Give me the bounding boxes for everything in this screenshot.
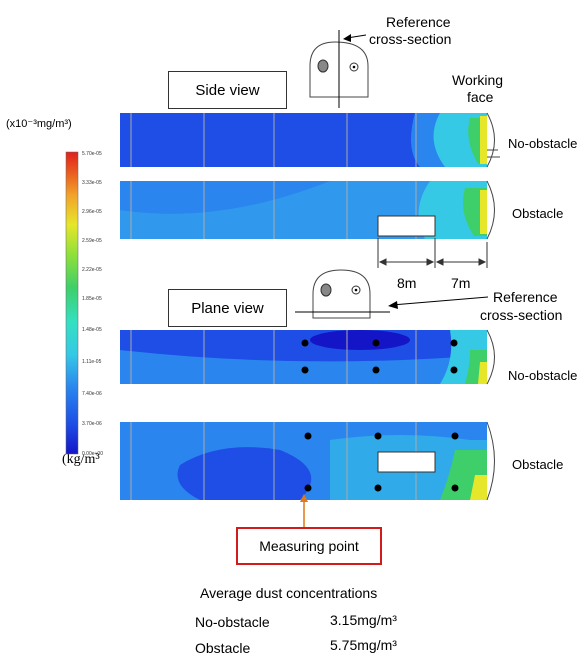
unit-top-label: (x10⁻³mg/m³) — [6, 118, 72, 130]
reference-mid-line2: cross-section — [480, 307, 563, 323]
legend-tick: 1.48e-05 — [82, 327, 102, 333]
reference-cross-section-top — [309, 30, 369, 108]
dimension-lines — [377, 238, 488, 268]
legend-tick: 3.70e-06 — [82, 421, 102, 427]
legend-tick: 2.22e-05 — [82, 267, 102, 273]
reference-mid-line1: Reference — [493, 289, 558, 305]
working-face-line2: face — [467, 89, 494, 105]
legend-tick: 2.96e-05 — [82, 209, 102, 215]
side-view-label: Side view — [168, 71, 287, 109]
avg-row-label: Obstacle — [195, 640, 251, 656]
plane-view-no-obstacle-panel — [120, 329, 495, 385]
reference-cross-section-mid — [295, 269, 489, 319]
legend-tick: 5.70e-05 — [82, 151, 102, 157]
plane-view-obstacle-panel — [120, 421, 495, 501]
color-legend-bar — [65, 151, 79, 455]
legend-tick: 1.11e-05 — [82, 359, 102, 365]
measuring-point-arrow — [300, 494, 308, 527]
side-view-no-obstacle-panel — [120, 112, 500, 168]
panel-label-plane-obstacle: Obstacle — [512, 457, 564, 472]
avg-row-value: 5.75mg/m³ — [330, 637, 397, 653]
avg-title: Average dust concentrations — [200, 585, 378, 601]
reference-top-line2: cross-section — [369, 31, 452, 47]
dimension-7m: 7m — [451, 275, 471, 291]
measuring-point-label: Measuring point — [236, 527, 382, 565]
panel-label-side-obstacle: Obstacle — [512, 206, 564, 221]
dimension-8m: 8m — [397, 275, 417, 291]
working-face-line1: Working — [452, 72, 504, 88]
legend-tick: 7.40e-06 — [82, 391, 102, 397]
panel-label-plane-no-obstacle: No-obstacle — [508, 368, 578, 383]
avg-row-value: 3.15mg/m³ — [330, 612, 397, 628]
legend-tick: 3.33e-05 — [82, 180, 102, 186]
avg-row-label: No-obstacle — [195, 614, 270, 630]
plane-view-label: Plane view — [168, 289, 287, 327]
legend-tick: 1.85e-05 — [82, 296, 102, 302]
unit-bottom-label: (kg/m³ — [62, 452, 100, 467]
side-view-obstacle-panel — [120, 180, 495, 240]
reference-top-line1: Reference — [386, 14, 451, 30]
panel-label-side-no-obstacle: No-obstacle — [508, 136, 578, 151]
legend-tick: 2.59e-05 — [82, 238, 102, 244]
legend-tick: 0.00e+00 — [82, 451, 103, 457]
